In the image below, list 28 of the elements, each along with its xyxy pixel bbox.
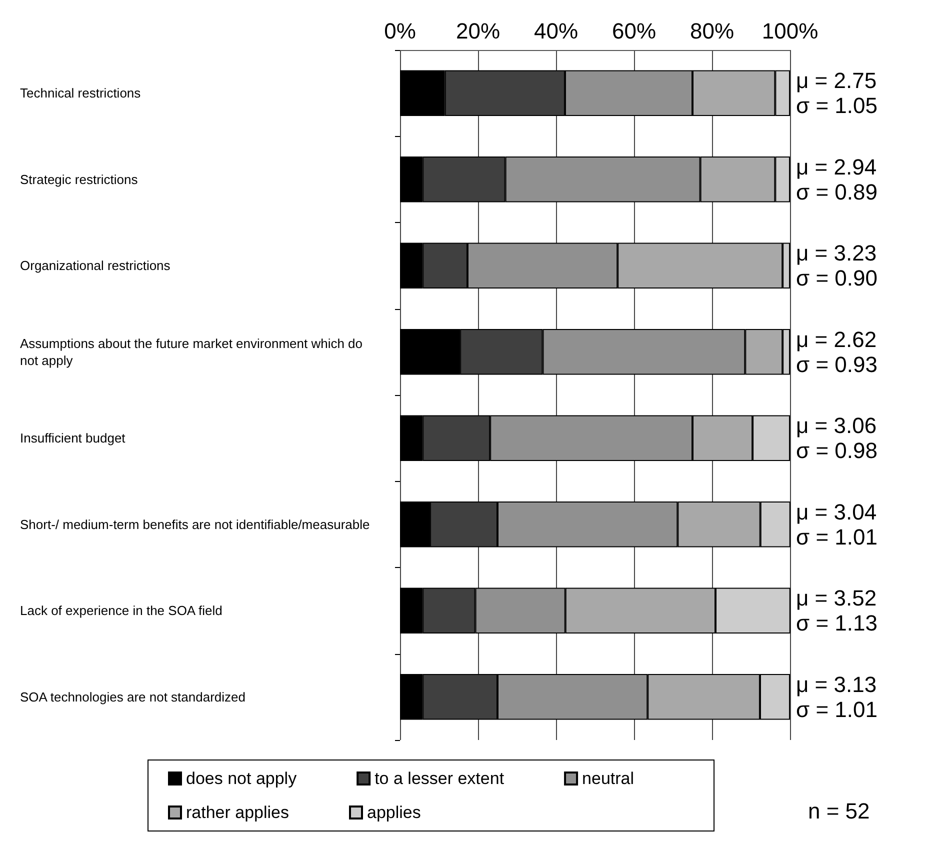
y-tick-label: Strategic restrictions	[20, 172, 138, 187]
text: μ = 2.94 σ = 0.89	[796, 154, 878, 204]
y-tick-label: Technical restrictions	[20, 86, 142, 101]
x-tick-label: 60%	[612, 18, 656, 44]
legend-label: neutral	[582, 769, 634, 788]
y-tick-label: Short-/ medium-term benefits are not identifiable/measurable	[20, 516, 370, 532]
legend-label: applies	[367, 803, 421, 822]
legend-label: to a lesser extent	[374, 769, 504, 788]
legend-label: rather applies	[186, 803, 290, 822]
legend-label: does not apply	[186, 769, 298, 788]
text: μ = 3.04 σ = 1.01	[796, 499, 878, 550]
text: μ = 3.52 σ = 1.13	[796, 586, 878, 636]
y-tick-label: SOA technologies are not standardized	[20, 689, 246, 704]
x-tick-label: 100%	[762, 18, 818, 44]
text: n = 52	[808, 798, 870, 824]
y-tick-label: Assumptions about the future market environment which do not apply	[20, 336, 366, 368]
text: μ = 2.62 σ = 0.93	[796, 326, 878, 377]
y-tick-label: Organizational restrictions	[20, 258, 171, 274]
y-tick-label: Lack of experience in the SOA field	[20, 603, 222, 618]
text: μ = 3.23 σ = 0.90	[796, 240, 878, 291]
x-tick-label: 80%	[690, 18, 734, 44]
text: μ = 3.06 σ = 0.98	[796, 413, 878, 464]
x-tick-label: 0%	[384, 18, 416, 44]
text: μ = 3.13 σ = 1.01	[796, 672, 878, 722]
x-tick-label: 20%	[456, 18, 500, 44]
x-tick-label: 40%	[534, 18, 578, 44]
y-tick-label: Insufficient budget	[20, 430, 126, 446]
text: μ = 2.75 σ = 1.05	[796, 68, 878, 118]
